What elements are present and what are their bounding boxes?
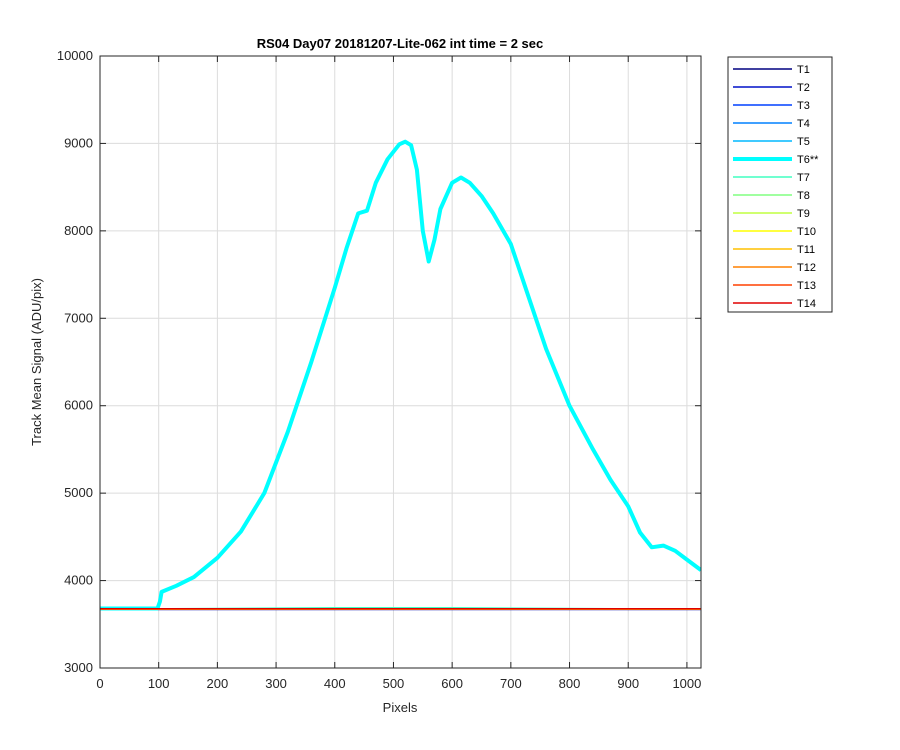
grid-lines <box>100 56 701 668</box>
legend-label: T4 <box>797 118 810 130</box>
legend-label: T9 <box>797 208 810 220</box>
x-axis-label: Pixels <box>383 700 418 715</box>
x-tick-label: 600 <box>441 676 463 691</box>
chart-title: RS04 Day07 20181207-Lite-062 int time = … <box>257 36 544 51</box>
legend-label: T14 <box>797 298 816 310</box>
legend: T1 T2 T3 T4 T5 T6** T7 T8 T9 T10 T11 T12 T13 T14 <box>727 56 833 313</box>
y-tick-label: 3000 <box>64 660 93 675</box>
plot-area <box>100 56 701 668</box>
y-tick-label: 8000 <box>64 223 93 238</box>
legend-box <box>727 56 833 313</box>
y-tick-label: 7000 <box>64 310 93 325</box>
legend-label: T6** <box>797 154 819 166</box>
legend-label: T13 <box>797 280 816 292</box>
x-tick-label: 800 <box>559 676 581 691</box>
x-tick-label: 500 <box>383 676 405 691</box>
legend-label: T1 <box>797 64 810 76</box>
legend-label: T2 <box>797 82 810 94</box>
legend-label: T12 <box>797 262 816 274</box>
x-tick-label: 0 <box>96 676 103 691</box>
series-lines <box>100 139 701 611</box>
x-tick-label: 100 <box>148 676 170 691</box>
legend-label: T10 <box>797 226 816 238</box>
legend-label: T5 <box>797 136 810 148</box>
legend-label: T7 <box>797 172 810 184</box>
y-tick-label: 4000 <box>64 573 93 588</box>
x-tick-label: 700 <box>500 676 522 691</box>
x-tick-label: 1000 <box>672 676 701 691</box>
y-tick-label: 6000 <box>64 398 93 413</box>
legend-label: T11 <box>797 244 815 256</box>
y-axis-label: Track Mean Signal (ADU/pix) <box>29 278 44 446</box>
legend-items: T1 T2 T3 T4 T5 T6** T7 T8 T9 T10 T11 T12 T13 T14 <box>733 64 819 310</box>
series-line-t6 <box>100 139 701 611</box>
y-tick-label: 9000 <box>64 135 93 150</box>
x-tick-label: 400 <box>324 676 346 691</box>
x-tick-label: 300 <box>265 676 287 691</box>
axis-ticks: 0 100 200 300 400 500 600 700 800 900 1000 3000 4000… <box>57 48 702 691</box>
x-tick-label: 900 <box>617 676 639 691</box>
x-tick-label: 200 <box>207 676 229 691</box>
plot-border <box>99 55 702 669</box>
legend-label: T3 <box>797 100 810 112</box>
y-tick-label: 5000 <box>64 485 93 500</box>
legend-label: T8 <box>797 190 810 202</box>
y-tick-label: 10000 <box>57 48 93 63</box>
